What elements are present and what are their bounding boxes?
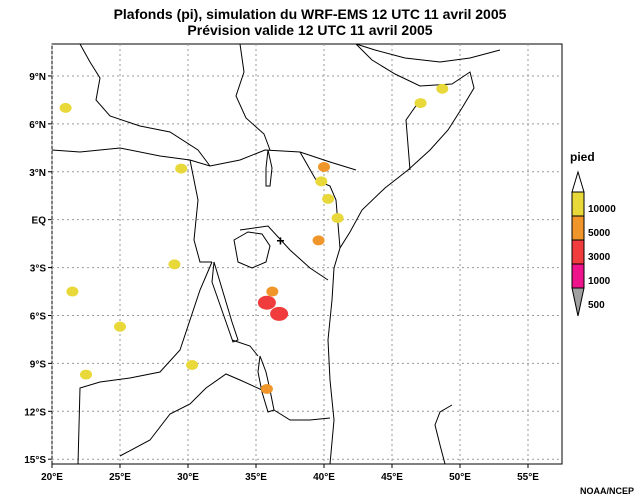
lat-tick-label: 15°S	[24, 455, 46, 466]
lon-tick-label: 45°E	[381, 472, 403, 483]
legend-label: 500	[588, 300, 605, 311]
ceiling-area	[66, 286, 79, 297]
latitude-labels: 9°N 6°N 3°N EQ 3°S 6°S 9°S 12°S 15°S	[24, 72, 46, 466]
lon-tick-label: 55°E	[517, 472, 539, 483]
ceiling-area	[257, 295, 276, 310]
lat-tick-label: 9°N	[29, 72, 46, 83]
legend-label: 10000	[588, 204, 616, 215]
legend-color-bar	[571, 170, 585, 317]
ceiling-area	[114, 321, 126, 332]
ceiling-area	[260, 383, 273, 394]
map-title-line-1: Plafonds (pi), simulation du WRF-EMS 12 …	[113, 6, 507, 22]
legend-swatch	[571, 263, 585, 289]
legend-title: pied	[570, 150, 595, 164]
ceiling-area	[266, 286, 279, 297]
legend-arrow-top	[571, 170, 585, 193]
ceiling-area	[322, 193, 335, 204]
ceiling-area	[315, 176, 328, 187]
ceiling-area	[186, 359, 199, 370]
ceiling-area	[168, 259, 181, 270]
ceiling-area	[312, 235, 325, 246]
lon-tick-label: 30°E	[177, 472, 199, 483]
legend-swatch	[571, 215, 585, 241]
ceiling-area	[59, 102, 72, 113]
ceiling-area	[414, 98, 427, 109]
ceiling-areas	[59, 83, 449, 394]
nairobi-marker: +	[276, 232, 284, 248]
legend-label: 5000	[588, 228, 611, 239]
lon-tick-label: 20°E	[41, 472, 63, 483]
map-graticule	[48, 44, 562, 468]
city-marker: +	[276, 232, 284, 248]
ceiling-area	[436, 83, 449, 94]
legend-arrow-bottom	[571, 287, 585, 317]
ceiling-area	[175, 163, 188, 174]
lat-tick-label: EQ	[32, 216, 47, 227]
lat-tick-label: 6°N	[29, 120, 46, 131]
legend-label: 1000	[588, 276, 611, 287]
ceiling-area	[331, 213, 344, 224]
map-frame	[51, 43, 563, 465]
lon-tick-label: 25°E	[109, 472, 131, 483]
legend-label: 3000	[588, 252, 611, 263]
credit-text: NOAA/NCEP	[579, 486, 634, 496]
legend-swatch	[571, 239, 585, 265]
ceiling-area	[270, 306, 289, 321]
ceiling-area	[318, 161, 330, 172]
lat-tick-label: 9°S	[30, 359, 47, 370]
lat-tick-label: 3°N	[29, 168, 46, 179]
lon-tick-label: 35°E	[245, 472, 267, 483]
coastlines-and-borders	[51, 43, 501, 465]
ceiling-area	[80, 369, 92, 380]
lon-tick-label: 40°E	[313, 472, 335, 483]
legend-swatch	[571, 191, 585, 217]
lat-tick-label: 3°S	[30, 264, 47, 275]
longitude-labels: 20°E 25°E 30°E 35°E 40°E 45°E 50°E 55°E	[41, 472, 539, 483]
lon-tick-label: 50°E	[449, 472, 471, 483]
lat-tick-label: 12°S	[24, 407, 46, 418]
map-title-line-2: Prévision valide 12 UTC 11 avril 2005	[187, 22, 433, 38]
lat-tick-label: 6°S	[30, 311, 47, 322]
